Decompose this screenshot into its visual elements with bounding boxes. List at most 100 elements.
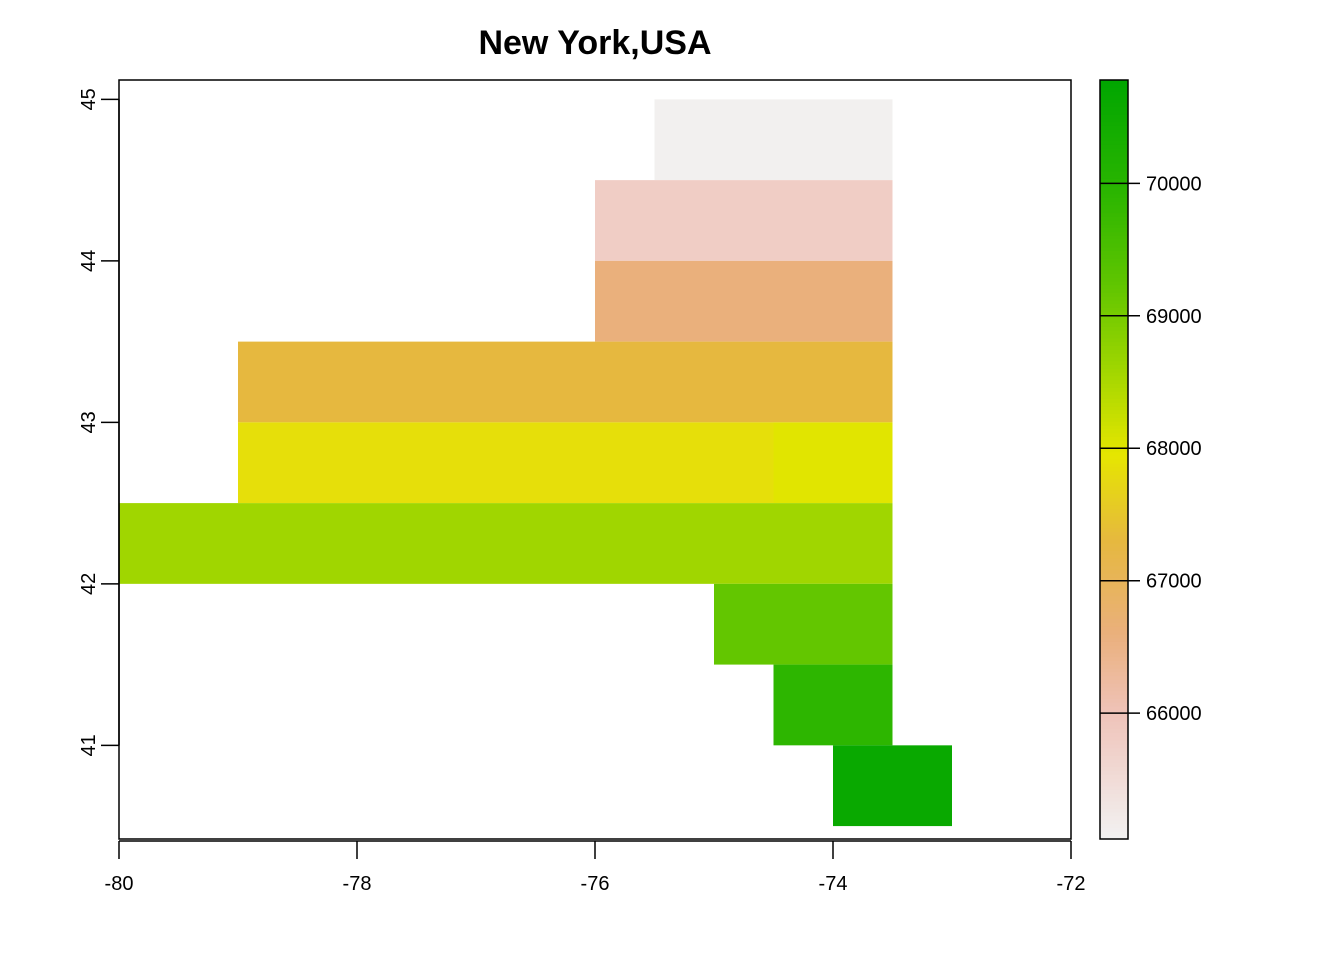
colorbar-segment: [1100, 789, 1128, 794]
colorbar-segment: [1100, 743, 1128, 749]
colorbar-segment: [1100, 459, 1128, 464]
colorbar-segment: [1100, 409, 1128, 415]
raster-cell-6: [119, 503, 893, 584]
colorbar-segment: [1100, 352, 1128, 358]
colorbar-segment: [1100, 406, 1128, 411]
colorbar-segment: [1100, 356, 1128, 362]
colorbar-segment: [1100, 747, 1128, 753]
colorbar-segment: [1100, 87, 1128, 92]
colorbar-segment: [1100, 288, 1128, 293]
colorbar-segment: [1100, 307, 1128, 312]
colorbar-segment: [1100, 721, 1128, 726]
raster-cell-4: [238, 422, 774, 504]
raster-cell-1: [595, 180, 893, 261]
x-tick-label: -80: [105, 873, 134, 895]
colorbar-segment: [1100, 269, 1128, 274]
colorbar-segment: [1100, 220, 1128, 225]
colorbar-segment: [1100, 212, 1128, 217]
colorbar-segment: [1100, 679, 1128, 684]
colorbar-segment: [1100, 98, 1128, 104]
colorbar-segment: [1100, 159, 1128, 164]
colorbar-segment: [1100, 79, 1128, 85]
colorbar-segment: [1100, 333, 1128, 339]
y-tick-label: 42: [78, 573, 100, 595]
colorbar-segment: [1100, 379, 1128, 384]
colorbar-segment: [1100, 170, 1128, 176]
chart-title: New York,USA: [478, 24, 711, 62]
colorbar-segment: [1100, 489, 1128, 494]
colorbar-segment: [1100, 387, 1128, 392]
colorbar-segment: [1100, 481, 1128, 487]
colorbar-segment: [1100, 527, 1128, 532]
colorbar-segment: [1100, 470, 1128, 475]
colorbar-segment: [1100, 254, 1128, 259]
colorbar-segment: [1100, 261, 1128, 267]
colorbar-segment: [1100, 341, 1128, 346]
colorbar-segment: [1100, 500, 1128, 506]
colorbar-segment: [1100, 576, 1128, 582]
colorbar-segment: [1100, 451, 1128, 457]
colorbar-segment: [1100, 702, 1128, 707]
colorbar-segment: [1100, 823, 1128, 828]
colorbar-segment: [1100, 683, 1128, 688]
x-tick-label: -72: [1057, 873, 1086, 895]
colorbar-segment: [1100, 834, 1128, 840]
raster-cell-7: [714, 583, 893, 665]
colorbar-segment: [1100, 129, 1128, 134]
colorbar-segment: [1100, 368, 1128, 373]
colorbar-segment: [1100, 474, 1128, 479]
raster-cell-5: [773, 422, 893, 504]
colorbar-segment: [1100, 208, 1128, 214]
colorbar-segment: [1100, 762, 1128, 768]
colorbar-segment: [1100, 785, 1128, 790]
raster-cell-9: [833, 745, 952, 827]
colorbar-segment: [1100, 478, 1128, 483]
colorbar-segment: [1100, 223, 1128, 229]
raster-cell-3: [238, 341, 893, 423]
colorbar-segment: [1100, 622, 1128, 627]
colorbar-segment: [1100, 770, 1128, 775]
colorbar-segment: [1100, 455, 1128, 460]
colorbar-segment: [1100, 531, 1128, 536]
colorbar-segment: [1100, 148, 1128, 153]
colorbar-segment: [1100, 698, 1128, 703]
colorbar-segment: [1100, 436, 1128, 441]
colorbar-segment: [1100, 242, 1128, 248]
colorbar-segment: [1100, 296, 1128, 301]
colorbar-segment: [1100, 337, 1128, 343]
colorbar-segment: [1100, 599, 1128, 605]
colorbar-segment: [1100, 440, 1128, 445]
colorbar-segment: [1100, 516, 1128, 521]
colorbar-segment: [1100, 250, 1128, 255]
colorbar-segment: [1100, 185, 1128, 191]
colorbar-segment: [1100, 102, 1128, 107]
colorbar-segment: [1100, 717, 1128, 722]
colorbar-segment: [1100, 523, 1128, 529]
colorbar-segment: [1100, 614, 1128, 620]
colorbar-segment: [1100, 595, 1128, 601]
colorbar-segment: [1100, 91, 1128, 96]
colorbar-segment: [1100, 611, 1128, 616]
colorbar-segment: [1100, 204, 1128, 210]
colorbar-segment: [1100, 421, 1128, 426]
colorbar-segment: [1100, 216, 1128, 221]
colorbar-segment: [1100, 629, 1128, 635]
colorbar-tick-label: 68000: [1146, 438, 1202, 460]
colorbar-segment: [1100, 417, 1128, 422]
colorbar-segment: [1100, 512, 1128, 517]
colorbar-segment: [1100, 645, 1128, 650]
colorbar-segment: [1100, 311, 1128, 316]
colorbar-segment: [1100, 777, 1128, 783]
colorbar-segment: [1100, 121, 1128, 126]
y-tick-label: 41: [78, 734, 100, 756]
colorbar-segment: [1100, 144, 1128, 149]
colorbar-segment: [1100, 413, 1128, 419]
colorbar-frame: [1099, 79, 1129, 840]
colorbar-segment: [1100, 125, 1128, 130]
colorbar-segment: [1100, 569, 1128, 574]
colorbar-segment: [1100, 151, 1128, 157]
colorbar-segment: [1100, 166, 1128, 172]
colorbar-segment: [1100, 705, 1128, 711]
colorbar-segment: [1100, 231, 1128, 236]
colorbar-segment: [1100, 113, 1128, 119]
